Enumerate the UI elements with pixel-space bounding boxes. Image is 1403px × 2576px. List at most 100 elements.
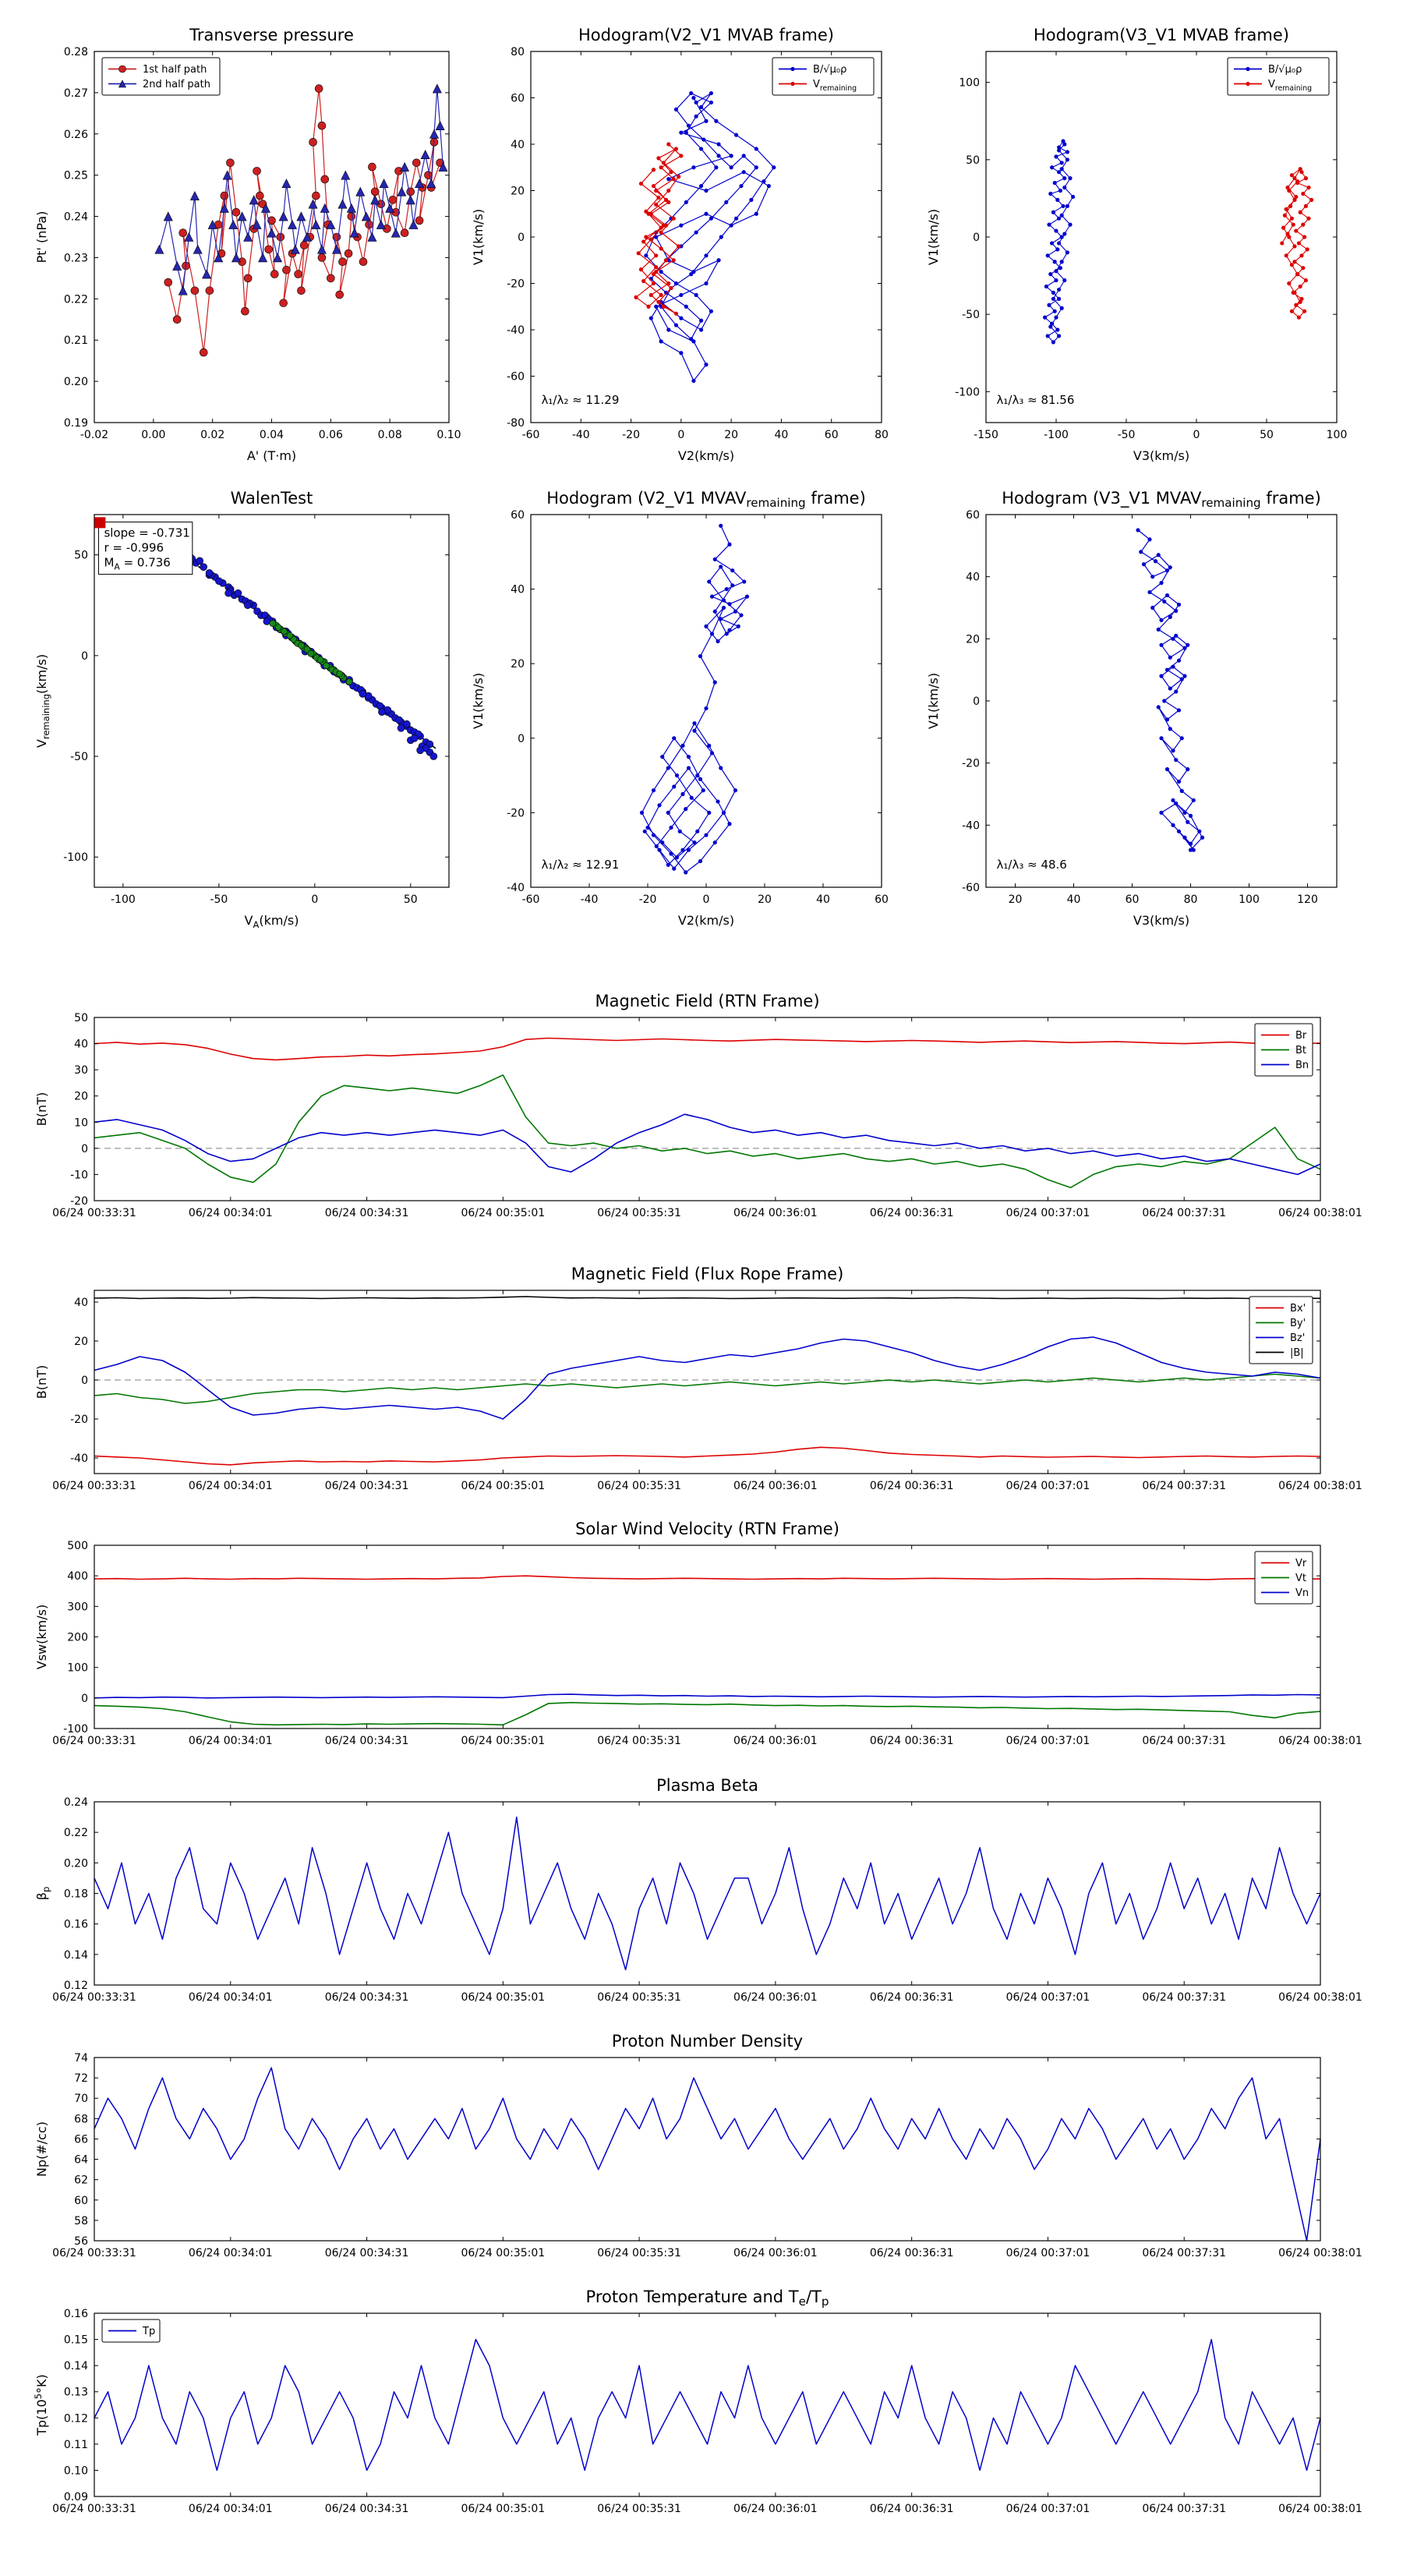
marker-dot: [663, 290, 669, 295]
marker-dot: [709, 216, 714, 221]
marker-dot: [1164, 667, 1170, 672]
tspan: frame): [806, 489, 866, 508]
x-tick-label: 06/24 00:37:01: [1006, 1207, 1090, 1219]
marker-circle: [286, 632, 294, 639]
marker-dot: [790, 66, 795, 72]
tspan: B/√μ₀ρ: [813, 64, 846, 76]
x-tick-label: 0: [1193, 429, 1200, 441]
x-tick-label: 06/24 00:34:01: [189, 2247, 273, 2259]
chart-mag-field-flux-rope: 06/24 00:33:31 06/24 00:34:01 06/24 00:34:…: [34, 1265, 1362, 1492]
x-tick-label: 06/24 00:37:31: [1142, 1735, 1226, 1747]
y-tick-label: 60: [966, 509, 980, 522]
marker-dot: [1284, 253, 1288, 258]
y-tick-label: 58: [74, 2215, 88, 2227]
marker-dot: [724, 632, 729, 636]
marker-dot: [684, 304, 688, 309]
marker-dot: [1292, 176, 1297, 181]
marker-dot: [736, 624, 740, 629]
tspan: Pt' (nPa): [34, 211, 49, 264]
x-tick-label: 06/24 00:35:31: [597, 2503, 681, 2515]
marker-circle: [241, 306, 249, 316]
marker-dot: [1159, 674, 1164, 678]
marker-triangle: [331, 244, 341, 254]
tspan: V2(km/s): [678, 913, 734, 928]
marker-circle: [378, 708, 386, 717]
marker-dot: [1065, 150, 1069, 154]
y-tick-label: 0.12: [64, 2412, 88, 2425]
y-tick-label: 0.15: [64, 2334, 88, 2347]
marker-dot: [721, 605, 726, 610]
axes-frame: [94, 1545, 1321, 1729]
tspan: Hodogram (V2_V1 MVAV: [546, 489, 747, 508]
x-tick-label: 06/24 00:34:31: [325, 1480, 409, 1492]
marker-circle: [312, 191, 320, 200]
marker-dot: [1174, 801, 1179, 806]
legend-box: [101, 57, 221, 96]
marker-circle: [323, 662, 330, 670]
marker-dot: [698, 147, 704, 151]
x-tick-label: 06/24 00:37:31: [1142, 2247, 1226, 2259]
chart-hodogram-v2v1-mvab: -60 -40 -20 0 20 40 60 80-80-60-40-20020406080H…: [471, 26, 889, 463]
marker-dot: [1062, 232, 1067, 236]
marker-dot: [1302, 309, 1307, 313]
x-axis-label: V3(km/s): [1133, 913, 1189, 928]
marker-square: [94, 517, 106, 529]
marker-dot: [689, 337, 694, 341]
marker-triangle: [178, 285, 188, 295]
x-tick-label: 60: [875, 893, 889, 906]
marker-circle: [267, 216, 276, 225]
x-tick-label: 0.00: [141, 429, 165, 441]
y-axis-label: Vsw(km/s): [34, 1605, 49, 1669]
tspan: V: [245, 913, 253, 928]
marker-circle: [253, 167, 261, 175]
x-tick-label: 20: [724, 429, 738, 441]
y-tick-label: 20: [74, 1336, 88, 1348]
marker-dot: [1156, 705, 1161, 709]
marker-circle: [314, 84, 323, 93]
annotation-line: slope = -0.731: [104, 526, 189, 540]
series-Np: [94, 2067, 1321, 2242]
tspan: 5: [33, 2394, 44, 2399]
marker-dot: [1057, 145, 1062, 150]
marker-dot: [1174, 633, 1179, 638]
marker-dot: [1296, 241, 1301, 246]
marker-dot: [646, 304, 651, 309]
marker-triangle: [311, 219, 321, 229]
marker-dot: [1179, 677, 1184, 681]
marker-circle: [406, 187, 415, 196]
marker-dot: [661, 161, 666, 165]
marker-dot: [733, 133, 739, 137]
marker-dot: [648, 237, 653, 242]
marker-triangle: [273, 253, 283, 263]
y-tick-label: 0.14: [64, 1949, 88, 1962]
y-axis-label: V1(km/s): [926, 673, 941, 729]
y-tick-label: 0: [81, 1375, 88, 1387]
y-tick-label: 0.26: [64, 129, 88, 141]
marker-dot: [659, 339, 663, 344]
marker-dot: [689, 90, 694, 96]
marker-dot: [754, 165, 758, 170]
tspan: V: [1268, 79, 1275, 90]
legend-label: Br: [1295, 1030, 1307, 1042]
marker-triangle: [326, 219, 336, 229]
marker-dot: [716, 258, 721, 263]
x-tick-label: 120: [1297, 893, 1318, 906]
marker-circle: [327, 274, 335, 283]
marker-dot: [1303, 278, 1308, 283]
marker-triangle: [184, 232, 194, 242]
legend-label: Vn: [1295, 1587, 1309, 1599]
marker-dot: [1299, 296, 1304, 301]
marker-dot: [712, 680, 717, 685]
y-tick-label: 0.16: [64, 2308, 88, 2320]
y-tick-label: -50: [962, 309, 980, 321]
marker-dot: [1294, 194, 1299, 200]
marker-circle: [359, 690, 367, 698]
series-By': [94, 1373, 1321, 1404]
marker-dot: [1305, 247, 1309, 252]
marker-dot: [727, 542, 732, 547]
marker-dot: [679, 154, 684, 158]
marker-dot: [1054, 154, 1058, 159]
marker-dot: [1058, 188, 1062, 193]
marker-dot: [673, 281, 679, 286]
